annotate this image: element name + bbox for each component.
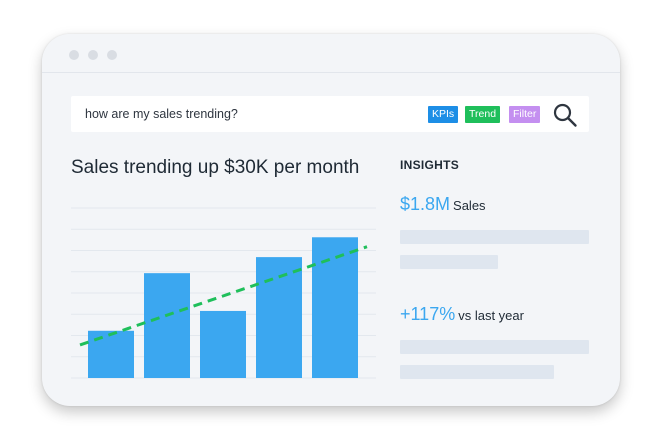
chart-bar[interactable] — [88, 330, 134, 378]
placeholder-line — [400, 255, 498, 269]
chart-bar[interactable] — [144, 273, 190, 378]
sales-label: Sales — [453, 198, 486, 213]
page-title: Sales trending up $30K per month — [71, 157, 360, 178]
window-control-dot[interactable] — [88, 50, 98, 60]
chart-bar[interactable] — [200, 310, 246, 378]
chip-kpis[interactable]: KPIs — [428, 106, 459, 123]
sales-value: $1.8M — [400, 194, 451, 214]
search-icon[interactable] — [552, 102, 578, 128]
placeholder-line — [400, 365, 554, 379]
sales-metric: $1.8M Sales — [400, 194, 486, 215]
window-control-dot[interactable] — [69, 50, 79, 60]
chip-filter[interactable]: Filter — [509, 106, 541, 123]
window-control-dot[interactable] — [107, 50, 117, 60]
chart-trendline — [79, 245, 368, 347]
insights-heading: INSIGHTS — [400, 158, 460, 172]
placeholder-line — [400, 230, 589, 244]
app-window: how are my sales trending? KPIs Trend Fi… — [42, 34, 620, 406]
placeholder-line — [400, 340, 589, 354]
growth-value: +117% — [400, 304, 456, 324]
chart-bar[interactable] — [256, 257, 302, 378]
search-bar[interactable]: how are my sales trending? KPIs Trend Fi… — [71, 96, 589, 132]
search-input[interactable]: how are my sales trending? — [85, 107, 238, 121]
chart-bar[interactable] — [312, 237, 358, 378]
chip-trend[interactable]: Trend — [465, 106, 501, 123]
growth-metric: +117% vs last year — [400, 304, 524, 325]
sales-bar-chart — [71, 207, 376, 379]
window-titlebar — [42, 34, 620, 73]
growth-label: vs last year — [458, 308, 524, 323]
